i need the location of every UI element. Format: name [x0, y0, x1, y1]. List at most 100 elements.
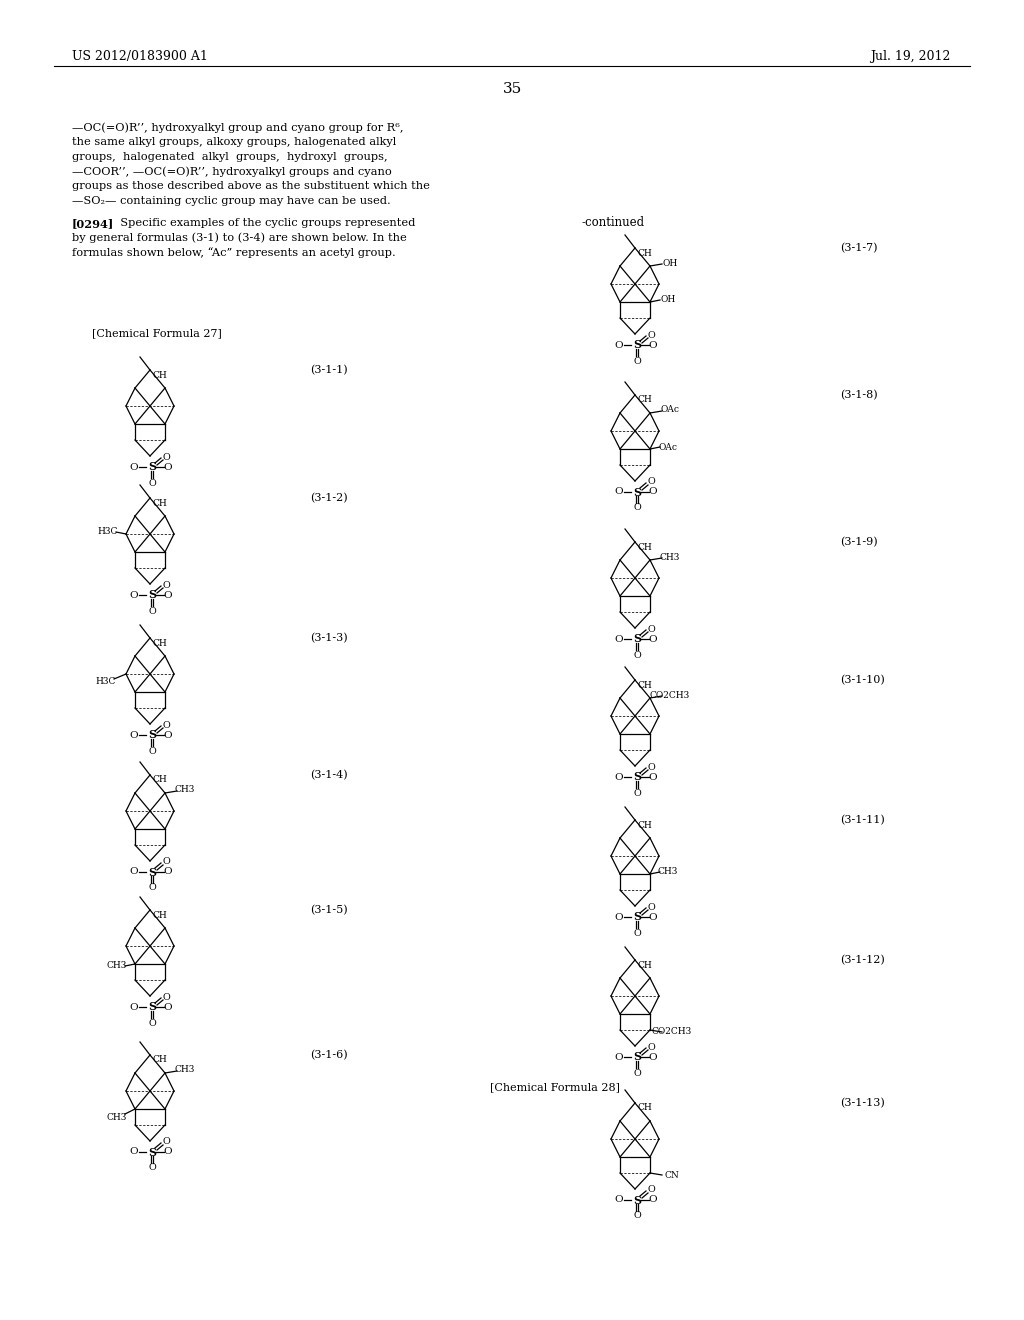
Text: CH3: CH3 [659, 553, 680, 561]
Text: O: O [148, 747, 156, 755]
Text: (3-1-4): (3-1-4) [310, 770, 347, 780]
Text: O: O [130, 462, 138, 471]
Text: CH: CH [638, 821, 652, 829]
Text: O: O [130, 1147, 138, 1156]
Text: (3-1-8): (3-1-8) [840, 389, 878, 400]
Text: —COOR’’, —OC(=O)R’’, hydroxyalkyl groups and cyano: —COOR’’, —OC(=O)R’’, hydroxyalkyl groups… [72, 166, 392, 177]
Text: groups as those described above as the substituent which the: groups as those described above as the s… [72, 181, 430, 191]
Text: S: S [148, 1147, 156, 1158]
Text: CH3: CH3 [175, 1065, 196, 1074]
Text: H3C: H3C [98, 528, 118, 536]
Text: (3-1-2): (3-1-2) [310, 492, 347, 503]
Text: O: O [633, 928, 641, 937]
Text: O: O [614, 1196, 624, 1204]
Text: O: O [164, 462, 172, 471]
Text: O: O [164, 867, 172, 876]
Text: S: S [633, 771, 641, 783]
Text: S: S [148, 866, 156, 878]
Text: S: S [633, 1195, 641, 1205]
Text: US 2012/0183900 A1: US 2012/0183900 A1 [72, 50, 208, 63]
Text: CH: CH [153, 639, 167, 648]
Text: O: O [148, 606, 156, 615]
Text: CH3: CH3 [657, 867, 678, 876]
Text: CH: CH [638, 396, 652, 404]
Text: O: O [614, 1052, 624, 1061]
Text: Specific examples of the cyclic groups represented: Specific examples of the cyclic groups r… [113, 218, 416, 228]
Text: S: S [633, 339, 641, 351]
Text: -continued: -continued [582, 216, 645, 228]
Text: groups,  halogenated  alkyl  groups,  hydroxyl  groups,: groups, halogenated alkyl groups, hydrox… [72, 152, 388, 161]
Text: O: O [648, 487, 657, 496]
Text: H3C: H3C [96, 677, 116, 686]
Text: by general formulas (3-1) to (3-4) are shown below. In the: by general formulas (3-1) to (3-4) are s… [72, 232, 407, 243]
Text: O: O [614, 912, 624, 921]
Text: O: O [164, 730, 172, 739]
Text: (3-1-3): (3-1-3) [310, 634, 347, 643]
Text: (3-1-1): (3-1-1) [310, 366, 347, 375]
Text: O: O [164, 1002, 172, 1011]
Text: S: S [148, 1002, 156, 1012]
Text: S: S [148, 590, 156, 601]
Text: (3-1-7): (3-1-7) [840, 243, 878, 253]
Text: 35: 35 [503, 82, 521, 96]
Text: CH: CH [638, 1104, 652, 1113]
Text: O: O [614, 772, 624, 781]
Text: CH3: CH3 [106, 1113, 127, 1122]
Text: O: O [647, 330, 655, 339]
Text: CH: CH [153, 1056, 167, 1064]
Text: CH: CH [153, 499, 167, 507]
Text: O: O [633, 651, 641, 660]
Text: O: O [130, 730, 138, 739]
Text: O: O [648, 772, 657, 781]
Text: [0294]: [0294] [72, 218, 115, 228]
Text: O: O [633, 503, 641, 512]
Text: O: O [647, 903, 655, 912]
Text: —SO₂— containing cyclic group may have can be used.: —SO₂— containing cyclic group may have c… [72, 195, 391, 206]
Text: OAc: OAc [660, 405, 680, 414]
Text: OAc: OAc [658, 442, 678, 451]
Text: O: O [647, 1185, 655, 1195]
Text: O: O [162, 721, 170, 730]
Text: O: O [648, 341, 657, 350]
Text: O: O [162, 581, 170, 590]
Text: O: O [148, 479, 156, 487]
Text: O: O [162, 1138, 170, 1147]
Text: OH: OH [660, 296, 676, 305]
Text: O: O [130, 867, 138, 876]
Text: OH: OH [663, 259, 678, 268]
Text: [Chemical Formula 28]: [Chemical Formula 28] [490, 1082, 620, 1092]
Text: —OC(=O)R’’, hydroxyalkyl group and cyano group for R⁶,: —OC(=O)R’’, hydroxyalkyl group and cyano… [72, 121, 403, 132]
Text: S: S [148, 730, 156, 741]
Text: O: O [648, 635, 657, 644]
Text: CH: CH [153, 371, 167, 380]
Text: CH3: CH3 [106, 961, 127, 970]
Text: (3-1-9): (3-1-9) [840, 537, 878, 548]
Text: O: O [164, 1147, 172, 1156]
Text: S: S [633, 1052, 641, 1063]
Text: O: O [647, 624, 655, 634]
Text: formulas shown below, “Ac” represents an acetyl group.: formulas shown below, “Ac” represents an… [72, 247, 395, 259]
Text: CN: CN [665, 1171, 679, 1180]
Text: O: O [633, 788, 641, 797]
Text: O: O [148, 1019, 156, 1027]
Text: O: O [164, 590, 172, 599]
Text: S: S [148, 462, 156, 473]
Text: O: O [614, 341, 624, 350]
Text: S: S [633, 912, 641, 923]
Text: O: O [148, 1163, 156, 1172]
Text: (3-1-13): (3-1-13) [840, 1098, 885, 1109]
Text: (3-1-12): (3-1-12) [840, 954, 885, 965]
Text: O: O [647, 478, 655, 487]
Text: the same alkyl groups, alkoxy groups, halogenated alkyl: the same alkyl groups, alkoxy groups, ha… [72, 137, 396, 147]
Text: (3-1-11): (3-1-11) [840, 814, 885, 825]
Text: (3-1-6): (3-1-6) [310, 1049, 347, 1060]
Text: O: O [648, 1196, 657, 1204]
Text: CH: CH [153, 911, 167, 920]
Text: O: O [648, 1052, 657, 1061]
Text: CH: CH [638, 543, 652, 552]
Text: O: O [148, 883, 156, 892]
Text: (3-1-5): (3-1-5) [310, 906, 347, 915]
Text: O: O [162, 858, 170, 866]
Text: O: O [614, 635, 624, 644]
Text: CO2CH3: CO2CH3 [650, 690, 690, 700]
